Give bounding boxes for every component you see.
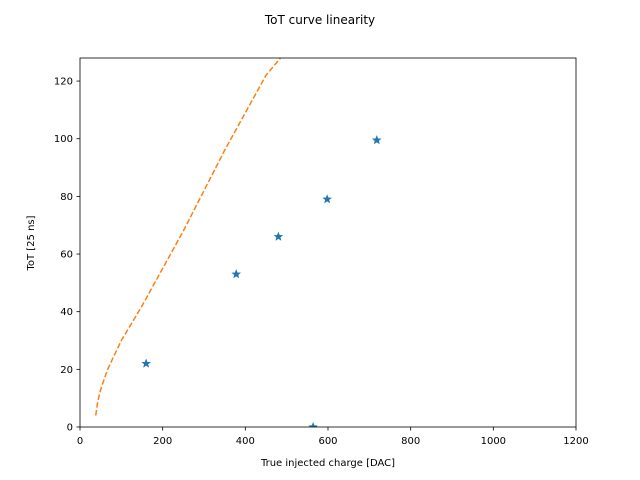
data-point-star	[308, 421, 318, 427]
x-tick-label: 1200	[563, 436, 588, 447]
fit-line	[94, 58, 282, 416]
x-tick-label: 200	[153, 436, 172, 447]
data-point-star	[273, 231, 284, 241]
y-tick-label: 60	[60, 250, 73, 261]
y-axis: 0 20 40 60 80 100 120	[54, 77, 80, 434]
x-axis-label: True injected charge [DAC]	[260, 458, 395, 469]
y-tick-label: 80	[60, 192, 73, 203]
x-tick-label: 800	[401, 436, 420, 447]
x-axis: 0 200 400 600 800 1000 1200	[77, 427, 589, 447]
data-point-star	[371, 135, 382, 145]
y-tick-label: 20	[60, 365, 73, 376]
y-tick-label: 0	[67, 423, 73, 434]
y-tick-label: 120	[54, 77, 73, 88]
data-point-star	[322, 194, 332, 204]
x-tick-label: 0	[77, 436, 83, 447]
y-tick-label: 100	[54, 134, 73, 145]
x-tick-label: 400	[236, 436, 255, 447]
y-tick-label: 40	[60, 307, 73, 318]
axes-frame	[79, 57, 577, 428]
data-point-star	[231, 269, 242, 279]
data-point-star	[141, 358, 151, 368]
x-tick-label: 1000	[481, 436, 506, 447]
y-axis-label: ToT [25 ns]	[26, 215, 37, 271]
chart-title: ToT curve linearity	[264, 13, 375, 27]
x-tick-label: 600	[318, 436, 337, 447]
